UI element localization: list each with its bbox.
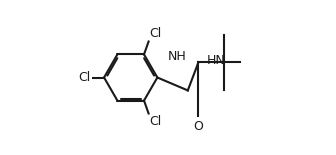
Text: NH: NH [168,50,187,63]
Text: Cl: Cl [78,71,90,84]
Text: O: O [194,120,203,133]
Text: Cl: Cl [150,115,162,128]
Text: HN: HN [207,54,225,67]
Text: Cl: Cl [150,27,162,40]
